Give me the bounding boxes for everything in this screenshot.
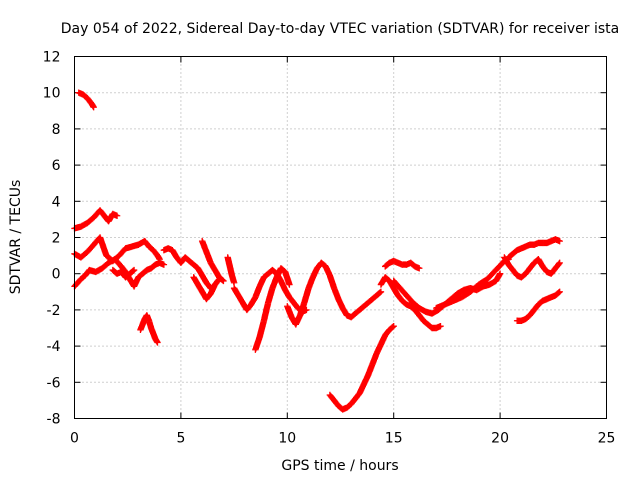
series-trace xyxy=(72,208,120,232)
series-trace xyxy=(191,275,222,302)
series-arc-16 xyxy=(377,274,444,332)
series-trace xyxy=(76,90,97,110)
series-trace xyxy=(72,235,163,264)
y-tick-label: -8 xyxy=(47,412,61,428)
series-arc-18 xyxy=(433,256,512,312)
series-trace xyxy=(72,256,166,289)
x-tick-label: 10 xyxy=(278,431,296,447)
chart-title: Day 054 of 2022, Sidereal Day-to-day VTE… xyxy=(61,21,619,37)
series-trace xyxy=(199,239,226,284)
y-tick-label: 0 xyxy=(52,267,61,283)
series-arc-08 xyxy=(190,274,223,303)
series-arc-04 xyxy=(71,256,168,290)
grid xyxy=(74,56,607,419)
series-trace xyxy=(515,289,562,324)
series-trace xyxy=(501,255,563,281)
series-arc-21 xyxy=(513,288,563,324)
series-arc-15 xyxy=(381,257,423,272)
plot-frame xyxy=(74,56,607,419)
series-arc-14 xyxy=(326,322,397,413)
series-arc-05 xyxy=(109,266,138,281)
series-arc-12 xyxy=(252,265,293,353)
series-trace xyxy=(231,267,309,315)
series-trace xyxy=(224,255,237,285)
x-axis-label: GPS time / hours xyxy=(281,458,398,474)
y-tick-label: 2 xyxy=(52,231,61,247)
tick-labels: 0 5 10 15 20 25 -8 -6 -4 -2 0 2 4 6 8 10 12 xyxy=(43,50,616,447)
y-tick-label: 6 xyxy=(52,158,61,174)
series-arc-07 xyxy=(160,245,214,292)
series-trace xyxy=(378,274,443,332)
x-tick-label: 25 xyxy=(598,431,616,447)
series-trace xyxy=(252,265,293,352)
y-axis-label: SDTVAR / TECUs xyxy=(8,180,24,295)
series-trace xyxy=(506,236,562,260)
series-arc-19 xyxy=(505,236,563,261)
series-arc-06 xyxy=(137,312,161,346)
series-arc-11 xyxy=(230,266,310,315)
series-arc-01 xyxy=(75,89,97,111)
series-trace xyxy=(284,260,384,327)
y-tick-label: -6 xyxy=(47,375,61,391)
x-tick-label: 0 xyxy=(70,431,79,447)
x-tick-label: 15 xyxy=(385,431,403,447)
series-arc-10 xyxy=(224,254,238,286)
y-tick-label: 12 xyxy=(43,50,61,66)
series-trace xyxy=(434,256,511,311)
series-trace xyxy=(110,267,137,280)
x-tick-label: 20 xyxy=(491,431,509,447)
series-trace xyxy=(382,258,422,271)
x-tick-label: 5 xyxy=(176,431,185,447)
series-trace xyxy=(137,313,161,345)
y-tick-label: -4 xyxy=(47,339,61,355)
series-arc-02 xyxy=(71,207,121,232)
y-tick-label: 8 xyxy=(52,122,61,138)
series-arc-09 xyxy=(198,237,227,285)
y-tick-label: 4 xyxy=(52,194,61,210)
series-trace xyxy=(161,245,214,291)
series-trace xyxy=(327,323,396,413)
y-tick-label: -2 xyxy=(47,303,61,319)
data-points xyxy=(71,89,563,413)
series-arc-20 xyxy=(501,254,563,281)
y-tick-label: 10 xyxy=(43,86,61,102)
series-arc-13 xyxy=(284,259,385,328)
